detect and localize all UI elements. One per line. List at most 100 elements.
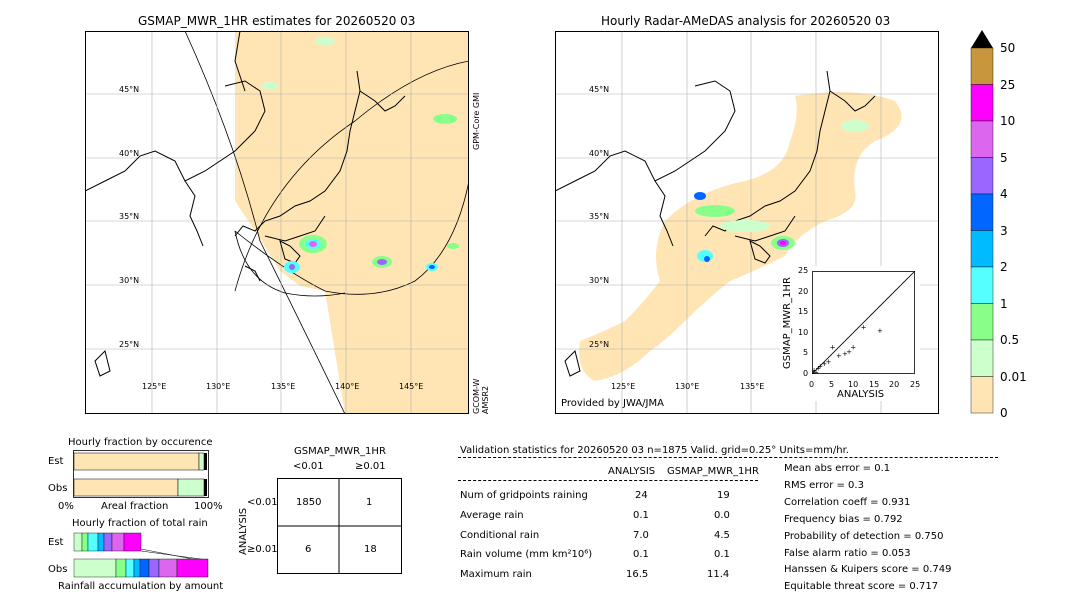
data-credit: Provided by JWA/JMA xyxy=(561,398,664,409)
score-rmse: RMS error = 0.3 xyxy=(784,480,864,491)
scatter-point: + xyxy=(821,360,827,368)
colorbar-label: 10 xyxy=(1000,114,1016,128)
left-lat-label-35: 35°N xyxy=(119,212,140,221)
stat-gsmap-maximum: 11.4 xyxy=(707,569,730,580)
stat-gsmap-average: 0.0 xyxy=(714,510,730,521)
left-lat-label-30: 30°N xyxy=(119,276,140,285)
scatter-point: + xyxy=(836,352,842,360)
validation-table-rule xyxy=(458,480,758,481)
total-rain-xlabel: Rainfall accumulation by amount xyxy=(58,581,224,592)
colorbar-segment xyxy=(970,84,994,122)
colorbar-label: 0 xyxy=(1000,406,1008,420)
score-far: False alarm ratio = 0.053 xyxy=(784,548,911,559)
right-lat-label-35: 35°N xyxy=(589,212,610,221)
occurrence-xlabel-left: 0% xyxy=(58,501,74,512)
total-rain-bar-obs xyxy=(73,558,209,578)
scatter-ytick-0: 0 xyxy=(803,369,809,378)
total-rain-bar-est xyxy=(73,532,142,552)
colorbar xyxy=(970,30,994,414)
colorbar-segment xyxy=(970,47,994,85)
colorbar-label: 50 xyxy=(1000,41,1016,55)
occurrence-bar-est xyxy=(73,452,200,471)
score-frequency-bias: Frequency bias = 0.792 xyxy=(784,514,903,525)
scatter-point: + xyxy=(861,324,867,332)
right-lon-label-125: 125°E xyxy=(611,382,636,391)
colorbar-extend-arrow xyxy=(971,30,993,48)
left-lon-label-125: 125°E xyxy=(142,382,167,391)
scatter-point: + xyxy=(877,327,883,335)
total-rain-row-obs: Obs xyxy=(48,564,68,575)
occurrence-bar-obs-rain xyxy=(177,478,205,497)
scatter-ylabel: GSMAP_MWR_1HR xyxy=(782,277,793,369)
stat-label-volume: Rain volume (mm km²10⁶) xyxy=(460,549,593,560)
contingency-cell-10: 6 xyxy=(305,544,312,555)
validation-header: Validation statistics for 20260520 03 n=… xyxy=(460,445,849,456)
contingency-grid xyxy=(277,478,402,574)
right-lon-label-135: 135°E xyxy=(740,382,765,391)
validation-col-gsmap: GSMAP_MWR_1HR xyxy=(667,466,759,477)
scatter-point: + xyxy=(812,370,816,374)
score-ets: Equitable threat score = 0.717 xyxy=(784,581,939,592)
scatter-xtick-10: 10 xyxy=(848,380,859,389)
scatter-point: + xyxy=(842,350,848,358)
stat-label-conditional: Conditional rain xyxy=(460,530,540,541)
colorbar-label: 1 xyxy=(1000,296,1008,311)
contingency-col-lt: <0.01 xyxy=(293,461,324,472)
occurrence-title: Hourly fraction by occurence xyxy=(68,437,213,448)
contingency-col-ge: ≥0.01 xyxy=(355,461,386,472)
contingency-cell-11: 18 xyxy=(364,544,377,555)
colorbar-label: 4 xyxy=(1000,187,1008,201)
occurrence-xlabel-mid: Areal fraction xyxy=(101,501,169,512)
validation-header-rule xyxy=(458,457,998,458)
scatter-ytick-15: 15 xyxy=(798,307,809,316)
left-lon-label-130: 130°E xyxy=(206,382,231,391)
stat-analysis-volume: 0.1 xyxy=(633,549,649,560)
stat-analysis-conditional: 7.0 xyxy=(633,530,649,541)
stat-gsmap-volume: 0.1 xyxy=(714,549,730,560)
stat-label-average: Average rain xyxy=(460,510,524,521)
occurrence-row-est: Est xyxy=(48,456,64,467)
stat-gsmap-gridpoints: 19 xyxy=(717,490,730,501)
occurrence-bar-obs xyxy=(73,478,179,497)
colorbar-label: 5 xyxy=(1000,150,1008,165)
colorbar-label: 25 xyxy=(1000,77,1016,92)
colorbar-label: 0.01 xyxy=(1000,369,1027,384)
scatter-point: + xyxy=(815,364,821,372)
scatter-plot: +++++++++ ++++ + xyxy=(812,271,915,374)
total-rain-title: Hourly fraction of total rain xyxy=(72,518,208,529)
stat-label-maximum: Maximum rain xyxy=(460,569,532,580)
left-map xyxy=(85,31,469,414)
scatter-xtick-5: 5 xyxy=(829,380,835,389)
right-lon-label-130: 130°E xyxy=(675,382,700,391)
colorbar-segment xyxy=(970,303,994,341)
colorbar-segment xyxy=(970,120,994,158)
score-mae: Mean abs error = 0.1 xyxy=(784,463,891,474)
right-map xyxy=(555,31,939,414)
scatter-point: + xyxy=(812,366,817,374)
occurrence-chart xyxy=(73,450,209,498)
scatter-xtick-25: 25 xyxy=(910,380,921,389)
right-map-title: Hourly Radar-AMeDAS analysis for 2026052… xyxy=(601,14,891,28)
stat-analysis-average: 0.1 xyxy=(633,510,649,521)
occurrence-bar-est-rain xyxy=(198,452,205,471)
sat-label-bottom: GCOM-W AMSR2 xyxy=(472,378,490,414)
score-pod: Probability of detection = 0.750 xyxy=(784,531,944,542)
stat-analysis-maximum: 16.5 xyxy=(626,569,649,580)
occurrence-row-obs: Obs xyxy=(48,483,68,494)
total-rain-row-est: Est xyxy=(48,537,64,548)
right-lat-label-40: 40°N xyxy=(589,149,610,158)
scatter-ytick-25: 25 xyxy=(798,266,809,275)
left-lat-label-25: 25°N xyxy=(119,340,140,349)
contingency-title: GSMAP_MWR_1HR xyxy=(294,446,386,457)
right-lat-label-25: 25°N xyxy=(589,340,610,349)
left-lon-label-135: 135°E xyxy=(271,382,296,391)
scatter-xtick-15: 15 xyxy=(869,380,880,389)
colorbar-label: 2 xyxy=(1000,260,1008,274)
stat-analysis-gridpoints: 24 xyxy=(635,490,648,501)
scatter-point: + xyxy=(830,344,836,352)
scatter-point: + xyxy=(826,358,832,366)
total-rain-chart xyxy=(73,532,209,578)
colorbar-label: 0.5 xyxy=(1000,333,1020,347)
validation-col-analysis: ANALYSIS xyxy=(608,466,656,477)
colorbar-segment xyxy=(970,339,994,377)
